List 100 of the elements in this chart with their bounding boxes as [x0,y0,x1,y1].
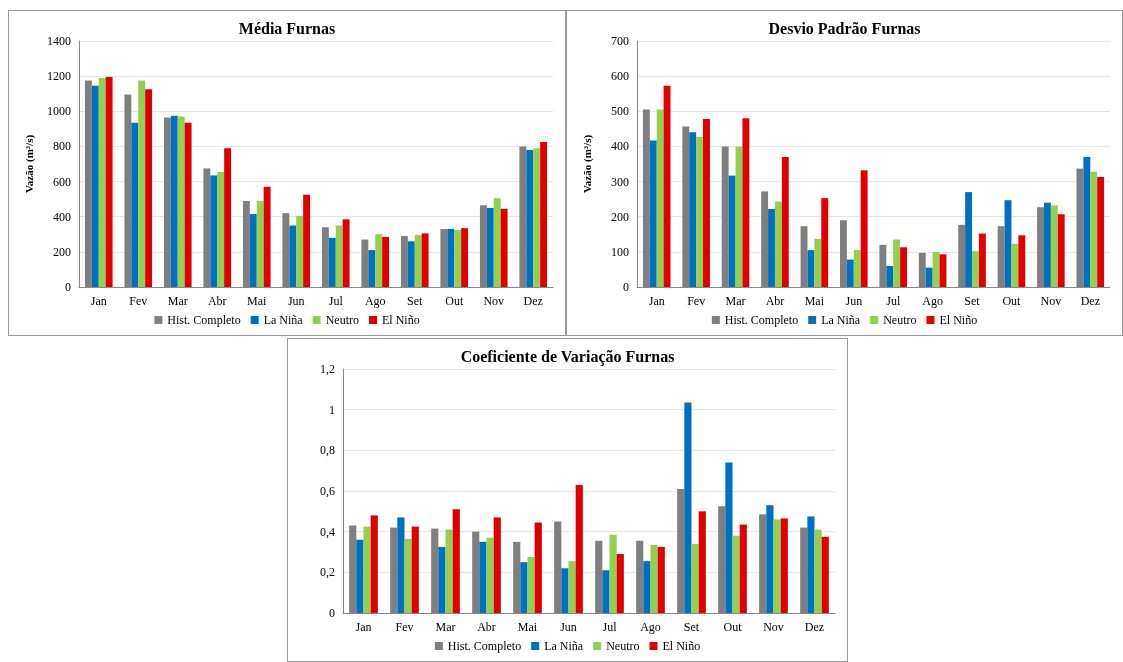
bar [739,524,747,613]
bar [691,543,699,613]
bar [540,142,548,287]
x-tick-label: Jan [648,294,665,308]
y-tick-label: 0 [65,280,71,294]
bar [728,175,736,287]
y-tick-label: 0,4 [320,524,335,539]
bar [1097,177,1105,287]
y-tick-label: 300 [611,174,629,189]
y-axis-title: Vazão (m³/s) [22,134,36,194]
y-tick-label: 1400 [47,34,71,48]
bar [1043,202,1051,287]
y-tick-label: 700 [611,34,629,48]
bar [296,215,304,287]
bar [807,250,815,287]
x-tick-label: Jan [90,294,107,308]
bar [774,201,782,287]
bar [965,192,973,287]
y-tick-label: 0 [329,606,335,620]
x-tick-label: Set [683,620,700,634]
bar [1050,205,1058,287]
y-tick-label: 0,8 [320,443,335,458]
bar [91,85,99,287]
bar [520,562,528,613]
x-tick-label: Out [723,620,743,634]
x-tick-label: Nov [483,294,505,308]
bar [527,557,535,613]
bar [932,251,940,287]
y-tick-label: 600 [53,174,71,189]
bar [217,171,225,287]
legend-label: El Niño [381,313,420,327]
bar [256,200,264,287]
bar [411,526,419,613]
x-tick-label: Jul [602,620,618,634]
legend-label: El Niño [662,639,701,653]
legend-label: La Niña [544,639,584,653]
bar [363,526,371,613]
x-tick-label: Abr [207,294,227,308]
bar [780,518,788,613]
bar [328,237,336,287]
bar [643,561,651,613]
bar [814,529,822,613]
x-tick-label: Dez [804,620,825,634]
bar [382,236,390,287]
bar [479,541,487,613]
bar [356,539,364,613]
bar [526,149,534,287]
bar [98,77,106,287]
bar [486,537,494,613]
x-tick-label: Fev [687,294,706,308]
x-tick-label: Dez [1080,294,1100,308]
bar [821,198,829,287]
x-tick-label: Mar [435,620,456,634]
bar [773,519,781,613]
chart-title: Coeficiente de Variação Furnas [460,347,675,366]
bar [561,568,569,613]
bar [414,235,422,287]
y-tick-label: 800 [53,139,71,154]
bar [289,225,297,287]
legend-label: Neutro [883,313,917,327]
x-tick-label: Ago [640,620,661,634]
legend-label: Hist. Completo [167,313,241,327]
bar [170,115,178,287]
bar [768,208,775,287]
bar [846,259,854,287]
x-tick-label: Mai [517,620,538,634]
x-tick-label: Nov [763,620,784,634]
bar [609,534,617,613]
y-tick-label: 1200 [47,69,71,84]
x-tick-label: Ago [364,294,386,308]
bar [131,122,139,287]
x-tick-label: Set [964,294,981,308]
bar [249,214,257,287]
legend-label: El Niño [939,313,978,327]
y-tick-label: 600 [611,69,629,84]
bar [893,239,901,287]
bar [177,116,185,287]
bar [445,529,453,613]
bar [486,207,494,287]
bar [184,122,192,287]
bar [972,251,979,287]
x-tick-label: Ago [922,294,943,308]
x-tick-label: Out [445,294,464,308]
y-tick-label: 0,2 [320,565,335,580]
bar [534,522,542,613]
x-tick-label: Jul [328,294,344,308]
bar [656,109,664,287]
bar [493,198,501,287]
chart-title: Média Furnas [238,19,336,37]
bar [493,517,501,613]
x-tick-label: Jun [845,294,863,308]
x-tick-label: Out [1002,294,1022,308]
x-tick-label: Dez [523,294,543,308]
bar [438,546,446,613]
bar [657,546,665,613]
legend-label: Hist. Completo [724,313,799,327]
y-tick-label: 0 [623,280,629,294]
bar [421,233,429,287]
y-tick-label: 200 [611,209,629,224]
bar [860,170,868,287]
